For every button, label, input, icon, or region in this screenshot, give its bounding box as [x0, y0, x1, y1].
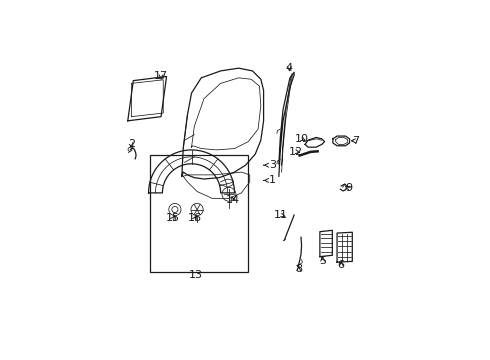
Text: 9: 9	[345, 183, 352, 193]
Text: 3: 3	[264, 160, 276, 170]
Text: 7: 7	[351, 136, 360, 146]
Text: 14: 14	[226, 195, 240, 205]
Text: 15: 15	[166, 213, 180, 224]
Text: 17: 17	[154, 71, 168, 81]
Text: 10: 10	[294, 134, 309, 144]
Text: 1: 1	[264, 175, 276, 185]
Text: 11: 11	[274, 210, 288, 220]
Text: 13: 13	[189, 270, 203, 280]
Bar	[150, 156, 248, 272]
Text: 5: 5	[319, 256, 326, 266]
Text: 8: 8	[295, 264, 302, 274]
Text: 12: 12	[289, 147, 303, 157]
Text: 6: 6	[338, 260, 345, 270]
Text: 2: 2	[128, 139, 135, 149]
Text: 16: 16	[188, 213, 202, 224]
Text: 4: 4	[286, 63, 293, 73]
